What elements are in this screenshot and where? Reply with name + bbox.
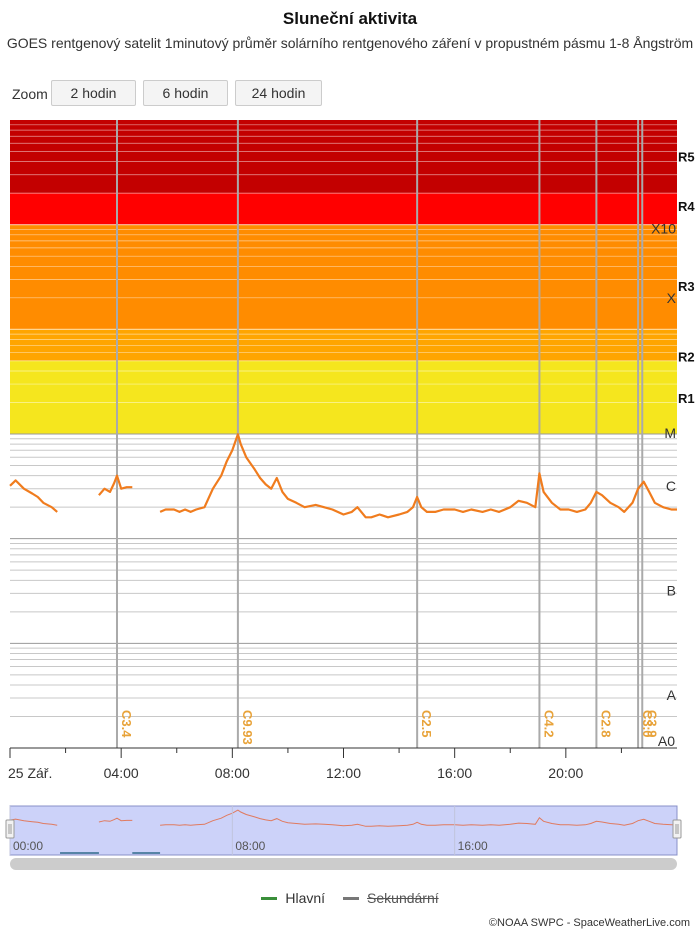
band-r2: [10, 329, 677, 361]
legend-item-primary[interactable]: Hlavní: [261, 890, 325, 906]
navigator-series-line: [160, 809, 677, 827]
x-tick-label: 12:00: [326, 765, 361, 781]
navigator-tick-label: 00:00: [13, 839, 43, 853]
flare-label: C4.2: [541, 710, 556, 737]
navigator-scrollbar[interactable]: [10, 858, 677, 870]
zoom-6h-button[interactable]: 6 hodin: [143, 80, 228, 106]
flare-class-label: X: [667, 290, 677, 306]
x-tick-label: 04:00: [104, 765, 139, 781]
navigator-series-line: [98, 817, 133, 823]
handle-body: [5, 819, 15, 839]
legend-swatch-secondary: [343, 896, 360, 900]
chart-subtitle: GOES rentgenový satelit 1minutový průměr…: [6, 35, 694, 51]
band-r4: [10, 193, 677, 225]
x-ray-flux-chart: R5 R4 R3 R2 R1 X10 X M C B A A0 C3.4 C9.93 C2.5 C4.2 C2.…: [5, 120, 695, 870]
x-tick-label: 08:00: [215, 765, 250, 781]
blackout-label-r5: R5: [678, 149, 695, 164]
legend-item-secondary[interactable]: Sekundární: [343, 890, 439, 906]
flux-series-line: [159, 433, 677, 519]
flare-label: C9.93: [240, 710, 255, 745]
chart-title: Sluneční aktivita: [282, 9, 418, 28]
zoom-label: Zoom: [12, 86, 48, 102]
gridlines: [10, 124, 677, 749]
flare-class-label: A: [667, 687, 677, 703]
blackout-label-r2: R2: [678, 350, 695, 365]
flare-class-label: B: [667, 582, 676, 598]
flare-label: C3.9: [644, 710, 659, 737]
navigator-tick-label: 16:00: [458, 839, 488, 853]
credit-text: ©NOAA SWPC - SpaceWeatherLive.com: [488, 917, 690, 929]
band-r1: [10, 360, 677, 434]
band-r5: [10, 120, 677, 194]
legend-label-primary: Hlavní: [285, 890, 326, 906]
flare-label: C2.5: [419, 710, 434, 737]
flare-label: C3.0: [640, 710, 655, 737]
navigator-tick-label: 08:00: [235, 839, 265, 853]
blackout-label-r4: R4: [678, 199, 695, 214]
blackout-label-r3: R3: [678, 279, 695, 294]
legend-label-secondary: Sekundární: [367, 890, 439, 906]
x-tick-label: 16:00: [437, 765, 472, 781]
zoom-2h-button[interactable]: 2 hodin: [51, 80, 136, 106]
legend-swatch-primary: [261, 896, 278, 900]
handle-body: [672, 819, 682, 839]
flare-label: C2.8: [598, 710, 613, 737]
blackout-label-r1: R1: [678, 391, 695, 406]
flux-series-line: [98, 474, 133, 496]
band-r3: [10, 224, 677, 330]
navigator-series-line: [9, 818, 58, 826]
flare-class-label: M: [664, 425, 676, 441]
legend: Hlavní Sekundární: [0, 890, 700, 906]
navigator-right-handle[interactable]: [672, 819, 682, 839]
navigator-window: [9, 805, 678, 856]
zoom-24h-button[interactable]: 24 hodin: [235, 80, 322, 106]
navigator-left-handle[interactable]: [5, 819, 15, 839]
x-tick-label: 25 Zář.: [8, 765, 52, 781]
flare-label: C3.4: [119, 710, 134, 738]
flare-class-label: X10: [651, 221, 676, 237]
x-tick-label: 20:00: [548, 765, 583, 781]
flare-class-label: C: [666, 478, 676, 494]
flare-class-label: A0: [658, 733, 675, 749]
flux-series-line: [9, 479, 58, 513]
